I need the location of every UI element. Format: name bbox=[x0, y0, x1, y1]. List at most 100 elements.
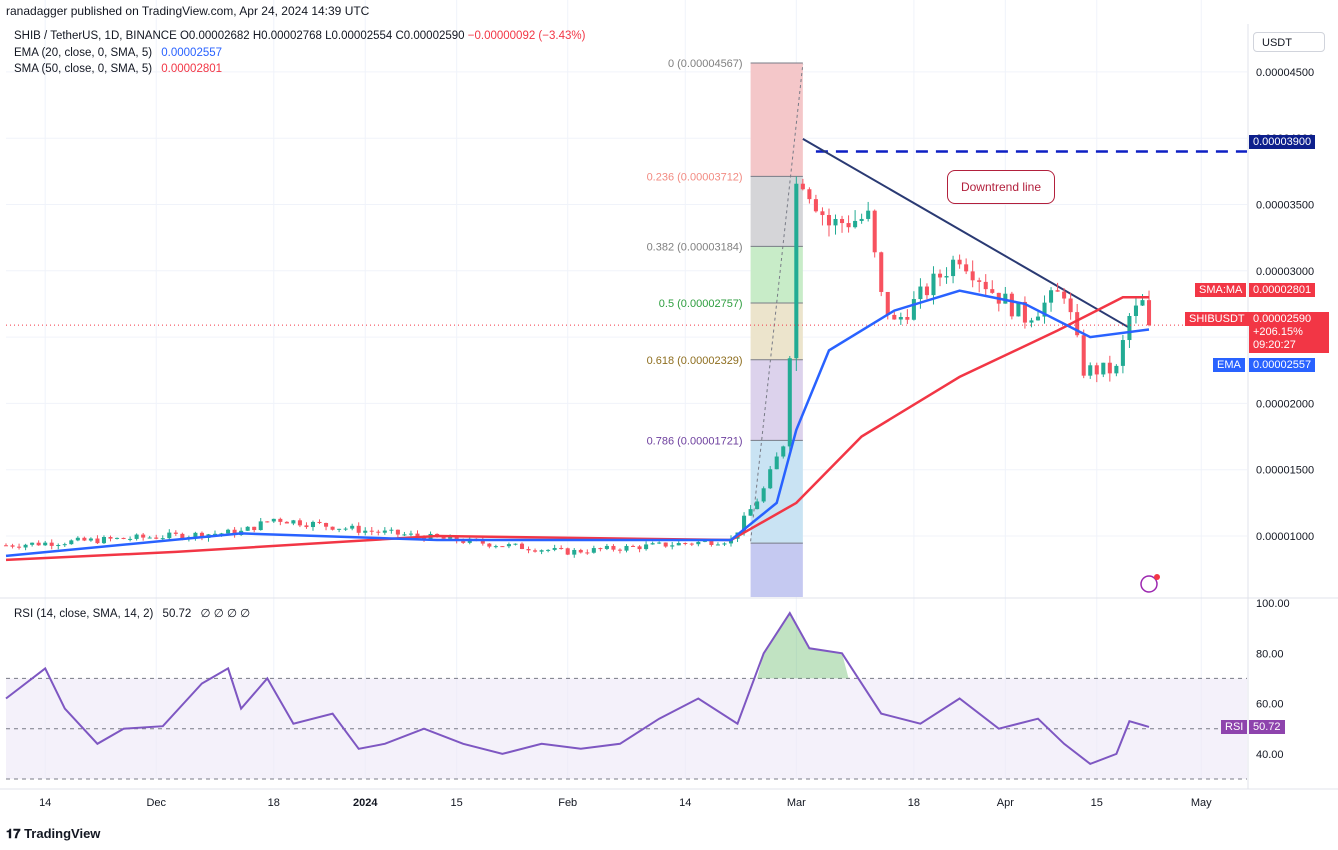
candle-body bbox=[43, 542, 48, 546]
candle-body bbox=[173, 532, 178, 534]
candle-body bbox=[944, 276, 949, 278]
ema-line bbox=[5, 289, 1150, 558]
price-axis-label: 0.00002000 bbox=[1256, 398, 1314, 410]
candle-body bbox=[702, 540, 707, 542]
candle-body bbox=[232, 529, 237, 536]
price-axis-label: 0.00003000 bbox=[1256, 266, 1314, 278]
last-price-block: 0.00002590 +206.15% 09:20:27 bbox=[1249, 312, 1329, 353]
candle-body bbox=[977, 280, 982, 282]
candle-body bbox=[278, 518, 283, 522]
candle-body bbox=[271, 518, 276, 522]
fib-level-label: 0.5 (0.00002757) bbox=[659, 298, 743, 310]
symbol-name: SHIB / TetherUS, 1D, BINANCE bbox=[14, 30, 177, 42]
candle-body bbox=[30, 542, 35, 545]
candle-body bbox=[885, 291, 890, 315]
time-axis-label: 2024 bbox=[353, 797, 378, 809]
candle-body bbox=[859, 218, 864, 221]
candle-body bbox=[62, 544, 67, 546]
rsi-axis-label: 60.00 bbox=[1256, 699, 1284, 711]
last-price-label: SHIBUSDT bbox=[1185, 312, 1249, 326]
candle-body bbox=[761, 488, 766, 502]
candle-body bbox=[245, 526, 250, 531]
candle-body bbox=[964, 264, 969, 272]
last-price-time: 09:20:27 bbox=[1253, 339, 1296, 351]
candle-body bbox=[258, 521, 263, 531]
candle-body bbox=[898, 317, 903, 320]
candle-body bbox=[937, 273, 943, 278]
candle-body bbox=[1133, 305, 1138, 316]
fib-level-label: 0.786 (0.00001721) bbox=[647, 435, 743, 447]
candle-body bbox=[343, 528, 348, 530]
candle-body bbox=[676, 543, 681, 546]
candle-body bbox=[147, 537, 152, 539]
candle-body bbox=[1075, 312, 1080, 336]
candle-body bbox=[813, 199, 818, 212]
candle-body bbox=[755, 501, 760, 510]
time-axis-label: 14 bbox=[679, 797, 691, 809]
currency-button[interactable]: USDT bbox=[1253, 32, 1325, 52]
candle-body bbox=[826, 215, 832, 226]
candle-body bbox=[500, 546, 505, 548]
ema-tag-value: 0.00002557 bbox=[1249, 358, 1316, 372]
candle-body bbox=[787, 358, 792, 447]
candle-body bbox=[513, 543, 518, 545]
candle-body bbox=[382, 530, 387, 533]
candle-body bbox=[637, 546, 642, 550]
candle-body bbox=[983, 281, 988, 290]
low-value: L0.00002554 bbox=[325, 30, 393, 42]
candle-body bbox=[1101, 362, 1106, 375]
candle-body bbox=[833, 218, 838, 226]
candle-body bbox=[304, 525, 309, 528]
candle-body bbox=[448, 536, 453, 539]
candle-body bbox=[356, 525, 361, 533]
time-axis-label: Feb bbox=[558, 797, 577, 809]
rsi-legend-value: 50.72 bbox=[162, 608, 192, 620]
candle-body bbox=[611, 545, 616, 550]
sma-tag-value: 0.00002801 bbox=[1249, 283, 1316, 297]
candle-body bbox=[167, 532, 172, 539]
candle-body bbox=[846, 223, 851, 228]
resistance-price-tag: 0.00003900 bbox=[1249, 135, 1316, 149]
candle-body bbox=[572, 549, 577, 555]
candle-body bbox=[1114, 365, 1119, 374]
candle-body bbox=[650, 543, 655, 545]
fib-trendline bbox=[750, 63, 804, 542]
candle-body bbox=[199, 532, 204, 538]
fib-level-label: 0.236 (0.00003712) bbox=[647, 171, 743, 183]
candle-body bbox=[866, 210, 871, 219]
candle-body bbox=[487, 543, 492, 547]
candle-body bbox=[1068, 298, 1073, 313]
fib-zone-lower bbox=[750, 543, 803, 597]
candle-body bbox=[722, 543, 727, 545]
candle-body bbox=[1127, 315, 1132, 341]
rsi-axis-label: 100.00 bbox=[1256, 598, 1290, 610]
candle-body bbox=[657, 542, 662, 544]
candle-body bbox=[337, 528, 342, 530]
candle-body bbox=[663, 542, 668, 547]
candle-body bbox=[82, 537, 87, 541]
candle-body bbox=[408, 533, 413, 535]
candle-body bbox=[219, 533, 224, 535]
candle-body bbox=[585, 552, 590, 554]
candle-body bbox=[970, 271, 975, 281]
candle-body bbox=[310, 521, 316, 528]
candle-body bbox=[317, 521, 322, 523]
tradingview-logo[interactable]: 𝟏𝟕 TradingView bbox=[6, 826, 100, 842]
candle-body bbox=[134, 534, 139, 539]
close-value: C0.00002590 bbox=[395, 30, 465, 42]
candle-body bbox=[454, 536, 459, 542]
candle-body bbox=[56, 545, 61, 547]
candle-body bbox=[624, 545, 629, 551]
candle-body bbox=[363, 530, 368, 533]
candle-body bbox=[794, 183, 799, 359]
candle-body bbox=[951, 259, 956, 277]
fib-zone bbox=[750, 303, 803, 360]
time-axis-label: Apr bbox=[997, 797, 1014, 809]
candle-body bbox=[892, 314, 897, 320]
candle-body bbox=[1022, 301, 1027, 323]
candle-body bbox=[1088, 365, 1093, 376]
candle-body bbox=[1029, 320, 1034, 323]
candle-body bbox=[154, 537, 159, 539]
candle-body bbox=[75, 537, 80, 541]
